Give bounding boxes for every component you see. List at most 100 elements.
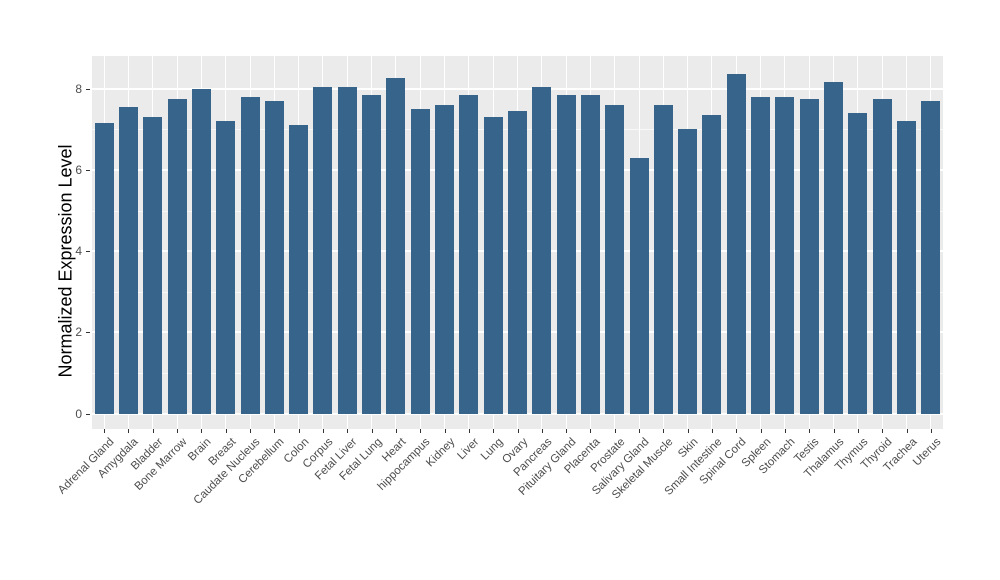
bar-cell [870,56,894,429]
bar-cell [408,56,432,429]
bar-cell [384,56,408,429]
bar-cell [700,56,724,429]
y-tick-mark [86,332,90,334]
bar-cell [530,56,554,429]
bar-small-intestine [702,114,722,414]
x-tick-mark [225,429,227,433]
y-tick-mark [86,251,90,253]
bar-kidney [435,104,454,414]
bar-cell [797,56,821,429]
x-tick-mark [906,429,908,433]
bar-amygdala [118,106,138,414]
y-tick-mark [86,88,90,90]
bar-cell [724,56,748,429]
bar-thyroid [872,98,892,414]
y-tick-label-2: 2 [75,325,82,340]
x-tick-mark [712,429,713,433]
bar-cell [262,56,286,429]
x-tick-mark [857,429,859,433]
x-tick-mark [250,429,252,433]
bar-uterus [921,100,941,414]
bar-placenta [580,94,600,414]
x-tick-mark [420,429,422,433]
y-tick-mark [86,413,90,415]
bar-skeletal-muscle [653,104,673,414]
bar-cell [603,56,627,429]
x-tick-mark [128,429,130,433]
bar-cell [214,56,238,429]
bar-cell [116,56,140,429]
x-tick-mark [444,429,446,433]
bar-cell [846,56,870,429]
bar-cell [676,56,700,429]
x-tick-mark [274,429,276,433]
bar-bone-marrow [167,98,187,414]
bar-cell [359,56,383,429]
x-tick-mark [201,429,203,433]
y-tick-mark [86,169,90,171]
bar-testis [799,98,819,414]
bar-adrenal-gland [94,123,114,414]
bar-thymus [848,112,868,414]
bar-cell [578,56,602,429]
x-tick-mark [614,429,616,433]
bar-cell [894,56,918,429]
x-tick-mark [760,429,762,433]
bar-stomach [775,96,795,414]
bar-cell [457,56,481,429]
x-tick-mark [541,429,543,433]
bar-caudate-nucleus [240,96,260,414]
bar-trachea [896,121,916,414]
x-tick-mark [298,429,300,433]
bar-cell [554,56,578,429]
bar-cell [238,56,262,429]
bar-spinal-cord [726,74,746,414]
bar-salivary-gland [629,157,649,414]
x-tick-label-liver: Liver [455,436,482,463]
bar-fetal-liver [337,86,357,414]
bar-pancreas [532,86,552,414]
bar-cell [505,56,529,429]
bar-cell [821,56,845,429]
bar-breast [216,121,236,414]
bar-lung [483,117,503,414]
bar-cell [627,56,651,429]
bar-cell [287,56,311,429]
x-tick-mark [639,429,641,433]
bar-cell [141,56,165,429]
y-tick-label-8: 8 [75,81,82,96]
bar-colon [289,125,309,414]
x-tick-mark [468,429,470,433]
y-tick-label-0: 0 [75,406,82,421]
bar-pituitary-gland [556,94,576,414]
bar-cell [189,56,213,429]
y-axis-title: Normalized Expression Level [55,144,76,378]
x-tick-mark [882,429,884,433]
bar-cerebellum [264,100,284,414]
bar-liver [459,94,479,414]
bar-corpus [313,86,333,414]
x-tick-mark [687,429,689,433]
bar-heart [386,78,406,414]
bar-cells [92,56,943,429]
bar-brain [191,88,211,414]
x-tick-mark [395,429,397,433]
bar-spleen [751,96,771,414]
y-tick-label-6: 6 [75,162,82,177]
x-tick-mark [663,429,665,433]
x-tick-mark [930,429,932,433]
x-tick-mark [517,429,519,433]
x-tick-mark [322,429,324,433]
x-tick-mark [104,429,106,433]
x-tick-mark [784,429,786,433]
bar-skin [678,129,698,414]
x-tick-mark [177,429,179,433]
bar-cell [165,56,189,429]
x-tick-mark [152,429,154,433]
x-tick-mark [736,429,738,433]
bar-cell [748,56,772,429]
bar-cell [92,56,116,429]
bar-hippocampus [410,108,430,414]
x-tick-mark [809,429,811,433]
